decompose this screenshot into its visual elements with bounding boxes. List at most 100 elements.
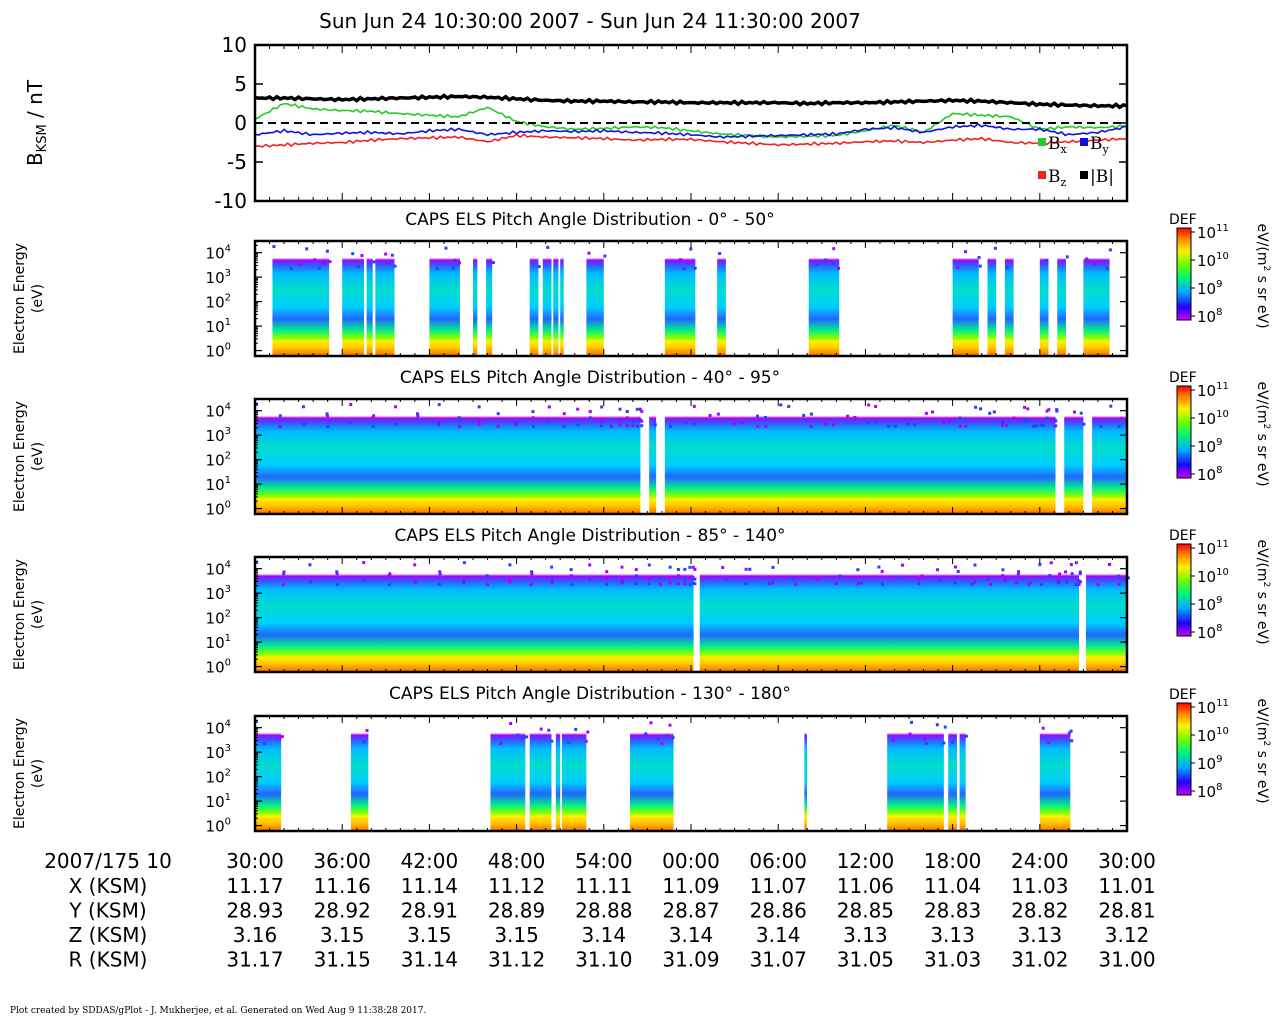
spectrogram-speckle xyxy=(437,421,441,425)
spectrogram-speckle xyxy=(600,419,604,423)
spectrogram-speckle xyxy=(693,582,697,586)
ephemeris-value: 28.83 xyxy=(924,899,981,923)
field-y-tick-label: 5 xyxy=(234,72,247,96)
field-y-axis-label: BKSM / nT xyxy=(23,79,50,166)
spectrogram-speckle xyxy=(935,723,939,727)
spectrogram-speckle xyxy=(682,266,686,270)
spectrogram-speckle xyxy=(635,407,639,411)
spectrogram-speckle xyxy=(631,424,635,428)
field-y-tick-label: 10 xyxy=(222,33,247,57)
spectrogram-speckle xyxy=(1048,574,1052,578)
ephemeris-value: 31.10 xyxy=(575,948,632,972)
spectrogram-speckle xyxy=(372,260,376,264)
spectrogram-speckle xyxy=(278,414,282,418)
spectrogram-speckle xyxy=(550,565,554,569)
spectrogram-speckle xyxy=(1040,582,1044,586)
spectrogram-speckle xyxy=(938,579,942,583)
spectrogram-speckle xyxy=(638,407,642,411)
spectrogram-speckle xyxy=(325,249,329,253)
spectrogram-speckle xyxy=(908,732,912,736)
ephemeris-value: 31.00 xyxy=(1098,948,1155,972)
spectrogram-speckle xyxy=(658,582,662,586)
spectrogram-speckle xyxy=(1016,572,1020,576)
spectrogram-speckle xyxy=(812,575,816,579)
spectrogram-speckle xyxy=(451,266,455,270)
spectrogram-speckle xyxy=(384,252,388,256)
spectrogram-speckle xyxy=(394,422,398,426)
spectrogram-speckle xyxy=(1055,409,1059,413)
spectrogram-speckle xyxy=(574,727,578,731)
spectrogram-speckle xyxy=(756,424,760,428)
ephemeris-value: 3.13 xyxy=(930,923,975,947)
spectrogram-speckle xyxy=(1045,409,1049,413)
field-x-minor-ticks xyxy=(254,45,1128,201)
spectrogram-speckle xyxy=(953,581,957,585)
spectrogram-speckle xyxy=(477,419,481,423)
field-legend: Bx By Bz |B| xyxy=(1038,134,1114,189)
spectrogram-speckle xyxy=(693,577,697,581)
spectrogram-speckle xyxy=(979,407,983,411)
spectrogram-data-segment xyxy=(272,242,330,355)
spectrogram-speckle xyxy=(638,418,642,422)
spectrogram-speckle xyxy=(873,420,877,424)
spectrogram-speckle xyxy=(986,577,990,581)
spectrogram-speckle xyxy=(866,420,870,424)
spectrogram-data-segment xyxy=(342,242,364,355)
spectrogram-speckle xyxy=(1074,582,1078,586)
spectrogram-speckle xyxy=(281,582,285,586)
spectrogram-speckle xyxy=(973,563,977,567)
spectrogram-speckle xyxy=(640,419,644,423)
legend-label-bx: Bx xyxy=(1048,134,1068,156)
spectrogram-speckle xyxy=(744,582,748,586)
spectrogram-y-tick-label: 102 xyxy=(206,609,231,628)
spectrogram-speckle xyxy=(1053,424,1057,428)
spectrogram-y-tick-label: 101 xyxy=(206,475,231,494)
ephemeris-value: 11.11 xyxy=(575,874,632,898)
spectrogram-speckle xyxy=(676,568,680,572)
spectrogram-y-tick-label: 102 xyxy=(206,451,231,470)
spectrogram-speckle xyxy=(362,561,366,565)
spectrogram-speckle xyxy=(917,582,921,586)
ephemeris-value: 11.07 xyxy=(750,874,807,898)
spectrogram-speckle xyxy=(856,582,860,586)
ephemeris-value: 31.15 xyxy=(314,948,371,972)
spectrogram-y-tick-label: 103 xyxy=(206,584,231,603)
ephemeris-value: 31.09 xyxy=(662,948,719,972)
spectrogram-speckle xyxy=(856,568,860,572)
spectrogram-speckle xyxy=(477,422,481,426)
spectrogram-speckle xyxy=(913,423,917,427)
spectrogram-speckle xyxy=(282,570,286,574)
spectrogram-speckle xyxy=(514,423,518,427)
spectrogram-panel-3: CAPS ELS Pitch Angle Distribution - 85° … xyxy=(12,526,1271,677)
spectrogram-speckle xyxy=(496,424,500,428)
ephemeris-value: 31.05 xyxy=(837,948,894,972)
field-y-ticks: 10 5 0 -5 -10 xyxy=(214,33,1127,213)
spectrogram-speckle xyxy=(313,258,317,262)
ephemeris-value: 3.14 xyxy=(669,923,714,947)
spectrogram-speckle xyxy=(255,720,258,723)
spectrogram-speckle xyxy=(815,263,819,267)
spectrogram-speckle xyxy=(603,254,607,258)
spectrogram-data-segment xyxy=(699,558,1080,671)
ephemeris-value: 28.85 xyxy=(837,899,894,923)
spectrogram-speckle xyxy=(936,568,940,572)
spectrogram-data-segment xyxy=(717,242,726,355)
spectrogram-speckle xyxy=(978,264,982,268)
spectrogram-speckle xyxy=(531,416,535,420)
spectrogram-y-tick-label: 102 xyxy=(206,768,231,787)
spectrogram-y-tick-label: 104 xyxy=(206,244,231,263)
spectrogram-speckle xyxy=(1045,416,1049,420)
spectrogram-speckle xyxy=(547,419,551,423)
spectrogram-speckle xyxy=(335,572,339,576)
spectrogram-speckle xyxy=(771,565,775,569)
spectrogram-speckle xyxy=(640,424,644,428)
spectrogram-speckle xyxy=(599,424,603,428)
spectrogram-speckle xyxy=(634,582,638,586)
spectrogram-speckle xyxy=(1041,424,1045,428)
spectrogram-speckle xyxy=(326,424,330,428)
spectrogram-speckle xyxy=(302,422,306,426)
spectrogram-speckle xyxy=(942,420,946,424)
spectrogram-speckle xyxy=(686,261,690,265)
spectrogram-speckle xyxy=(943,725,947,729)
spectrogram-speckle xyxy=(716,412,720,416)
